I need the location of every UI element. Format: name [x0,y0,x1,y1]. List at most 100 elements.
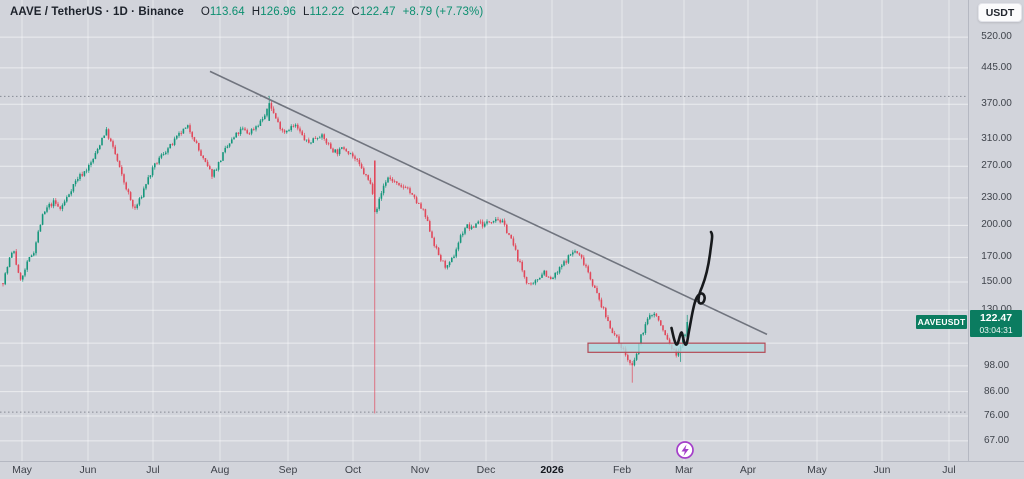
candle-body [72,184,75,192]
candle-body [226,146,229,148]
open-value: 113.64 [209,6,245,18]
candle-body [134,206,136,209]
time-axis[interactable]: May Jun Jul Aug Sep Oct Nov Dec 2026 Feb Mar Apr May… [0,462,968,479]
candle-body [451,258,453,263]
candle-body [422,208,424,210]
candle-body [259,120,262,126]
price-axis[interactable]: 520.00 445.00 370.00 310.00 270.00 230.00 200.… [969,0,1024,461]
price-axis-label: 270.00 [981,160,1012,172]
candle-body [521,261,523,271]
candle-body [316,138,319,139]
candle-body [435,245,438,248]
candle-body [244,128,246,131]
currency-toggle-button[interactable]: USDT [978,3,1022,22]
candle-body [380,193,383,199]
candle-body [85,170,88,172]
candle-body [121,167,123,175]
candle-body [616,334,618,337]
candle-body [389,177,391,179]
candle-body [413,194,416,198]
candle-body [39,224,42,232]
candle-body [162,154,165,155]
candle-body [286,130,288,133]
price-axis-label: 170.00 [981,251,1012,263]
candle-body [178,132,180,136]
candle-body [655,313,658,316]
candle-body [96,149,99,154]
candle-body [594,285,596,288]
price-axis-label: 310.00 [981,133,1012,145]
candle-body [132,200,134,207]
candle-body [154,163,156,168]
candle-body [404,187,407,189]
candle-body [136,204,138,209]
candle-body [191,132,193,138]
candle-body [107,129,110,139]
candle-body [147,177,149,185]
candle-body [352,153,354,157]
chart-canvas[interactable] [0,0,968,461]
candle-body [272,108,275,114]
last-price-tag: 122.47 03:04:31 [970,310,1022,337]
candle-body [578,253,581,255]
candle-body [580,254,583,258]
candle-body [114,146,116,155]
candle-body [569,254,572,256]
candle-body [123,174,125,183]
candle-body [660,320,662,326]
time-axis-label: Nov [410,464,430,476]
candle-body [79,174,81,180]
time-axis-label: Feb [612,464,632,476]
candle-body [576,251,578,254]
candle-body [160,154,163,158]
candle-body [167,148,169,153]
candle-body [677,350,680,356]
candle-body [574,251,576,253]
candle-body [635,353,638,360]
candle-body [55,200,57,204]
time-axis-label: May [807,464,827,476]
candle-body [523,270,526,277]
price-axis-label: 130.00 [969,304,1024,316]
candle-body [398,183,400,186]
candle-body [125,182,127,190]
candle-body [112,141,114,147]
candle-body [668,339,671,345]
candle-body [558,267,561,273]
candle-body [4,273,6,285]
descending-trendline[interactable] [209,70,768,336]
last-price-value: 122.47 [979,312,1013,324]
candle-body [277,118,279,123]
candle-body [237,132,240,135]
breakout-brush-drawing[interactable] [670,230,714,346]
candle-body [195,141,198,144]
candle-body [28,257,31,262]
candle-body [611,328,614,334]
candle-body [94,153,97,159]
price-axis-label: 370.00 [981,98,1012,110]
candle-body [314,138,317,140]
time-axis-label: Aug [210,464,230,476]
candle-body [250,129,253,134]
candle-body [499,220,501,223]
candle-body [607,317,609,321]
candle-body [211,169,213,177]
candle-body [492,221,495,223]
candle-body [508,233,510,235]
price-axis-label: 150.00 [981,276,1012,288]
candle-body [77,179,79,181]
candle-body [356,158,358,160]
candle-body [215,169,218,171]
candle-body [602,307,605,309]
candle-body [41,214,44,225]
candle-body [294,124,297,127]
candle-body [283,130,286,133]
candle-body [444,260,446,268]
candle-body [279,122,281,129]
candle-body [563,261,565,266]
candle-body [231,139,233,144]
candle-body [220,160,222,163]
symbol-title[interactable]: AAVE / TetherUS · 1D · Binance [10,6,184,18]
candle-body [46,207,48,212]
candle-body [583,257,585,265]
